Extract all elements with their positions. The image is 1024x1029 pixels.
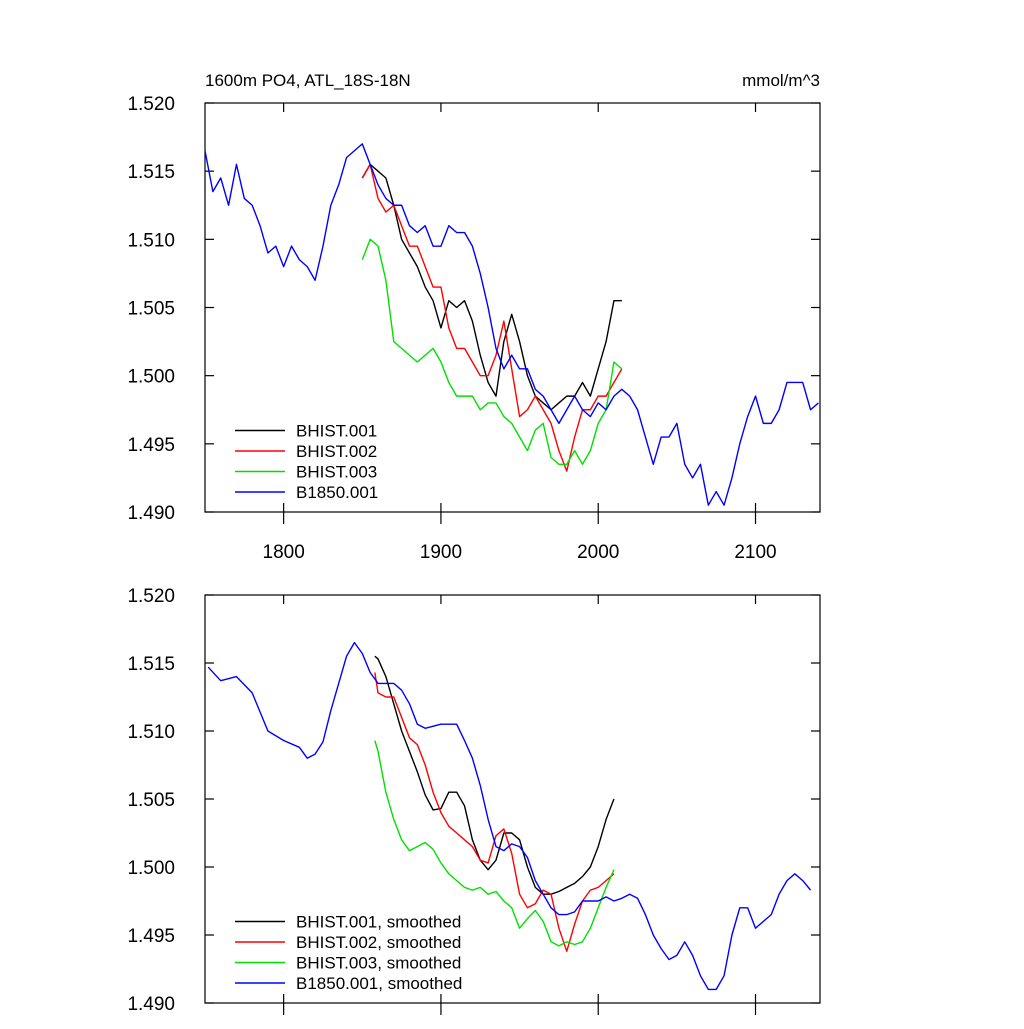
- units-label: mmol/m^3: [742, 71, 820, 90]
- x-tick-label: 2100: [734, 542, 776, 563]
- y-tick-label: 1.495: [127, 926, 175, 947]
- data-line: [204, 143, 819, 506]
- y-tick-label: 1.510: [127, 230, 175, 251]
- y-tick-label: 1.495: [127, 435, 175, 456]
- x-tick-label: 2000: [577, 542, 619, 563]
- y-tick-label: 1.505: [127, 790, 175, 811]
- data-line: [374, 740, 615, 947]
- data-line: [361, 163, 623, 472]
- y-tick-label: 1.500: [127, 858, 175, 879]
- legend-label: BHIST.002, smoothed: [296, 933, 461, 952]
- y-tick-label: 1.500: [127, 367, 175, 388]
- legend-label: BHIST.003: [296, 463, 377, 482]
- x-tick-label: 1900: [420, 542, 462, 563]
- y-tick-label: 1.490: [127, 503, 175, 524]
- legend-label: B1850.001: [296, 483, 378, 502]
- data-line: [374, 655, 615, 895]
- y-tick-label: 1.510: [127, 722, 175, 743]
- legend-label: B1850.001, smoothed: [296, 974, 462, 993]
- legend-label: BHIST.002: [296, 442, 377, 461]
- data-line: [361, 163, 622, 411]
- y-tick-label: 1.505: [127, 299, 175, 320]
- y-tick-label: 1.515: [127, 162, 175, 183]
- y-tick-label: 1.490: [127, 994, 175, 1015]
- data-line: [361, 238, 623, 465]
- data-line: [374, 672, 615, 953]
- y-tick-label: 1.520: [127, 94, 175, 115]
- chart-title: 1600m PO4, ATL_18S-18N: [205, 71, 411, 90]
- legend-label: BHIST.001, smoothed: [296, 913, 461, 932]
- y-tick-label: 1.520: [127, 586, 175, 607]
- legend-label: BHIST.001: [296, 422, 377, 441]
- legend-label: BHIST.003, smoothed: [296, 954, 461, 973]
- y-tick-label: 1.515: [127, 654, 175, 675]
- data-line: [207, 641, 812, 991]
- x-tick-label: 1800: [263, 542, 305, 563]
